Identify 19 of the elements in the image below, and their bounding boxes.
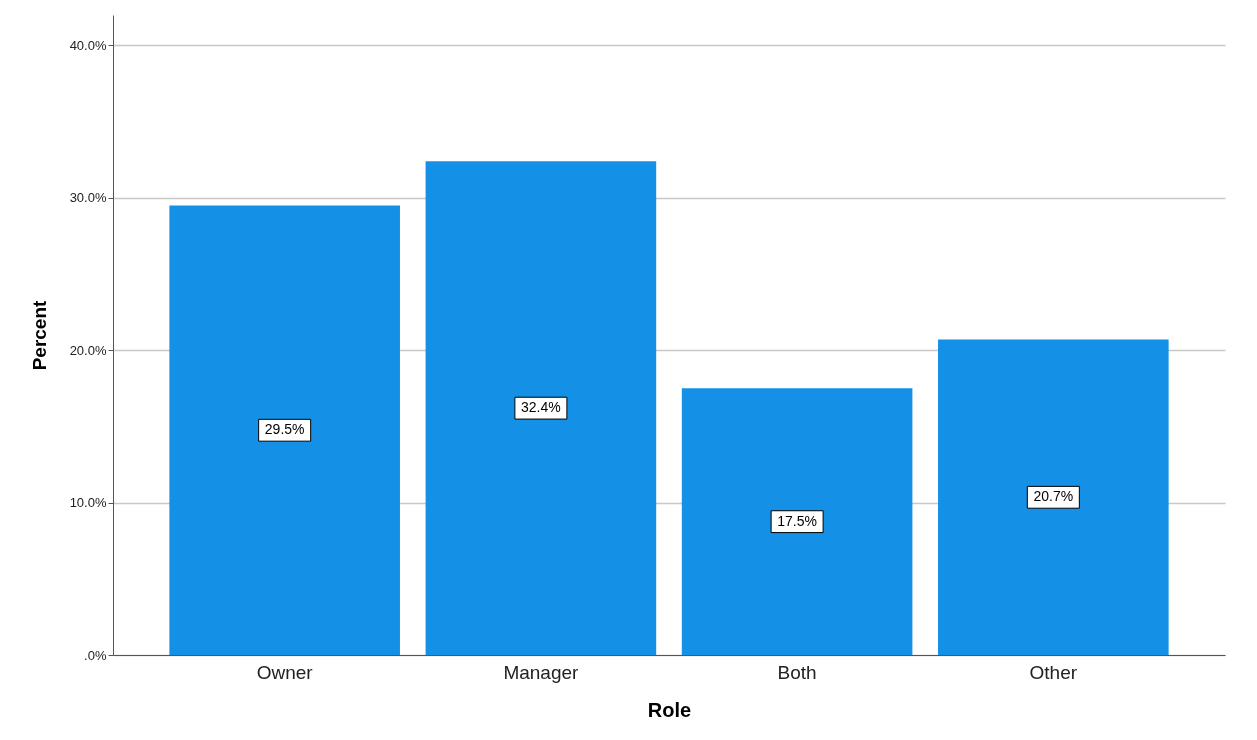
y-tick-label: 10.0% [69,495,107,511]
y-tick-label: 40.0% [69,37,107,53]
data-label: 17.5% [777,512,817,529]
x-tick-label: Manager [503,661,580,683]
bar [938,339,1169,655]
x-tick-label: Other [1029,661,1078,683]
x-axis-title: Role [647,698,692,721]
y-axis-title: Percent [28,299,50,371]
data-label: 29.5% [264,421,305,438]
data-label: 32.4% [521,399,561,416]
bar [681,388,913,655]
y-tick-label: .0% [84,647,107,663]
x-tick-label: Both [777,661,817,683]
data-label: 20.7% [1033,488,1074,505]
y-tick-label: 30.0% [69,190,107,206]
x-tick-label: Owner [256,661,314,683]
bar [425,161,657,655]
bar [169,205,400,655]
y-tick-label: 20.0% [69,342,107,358]
